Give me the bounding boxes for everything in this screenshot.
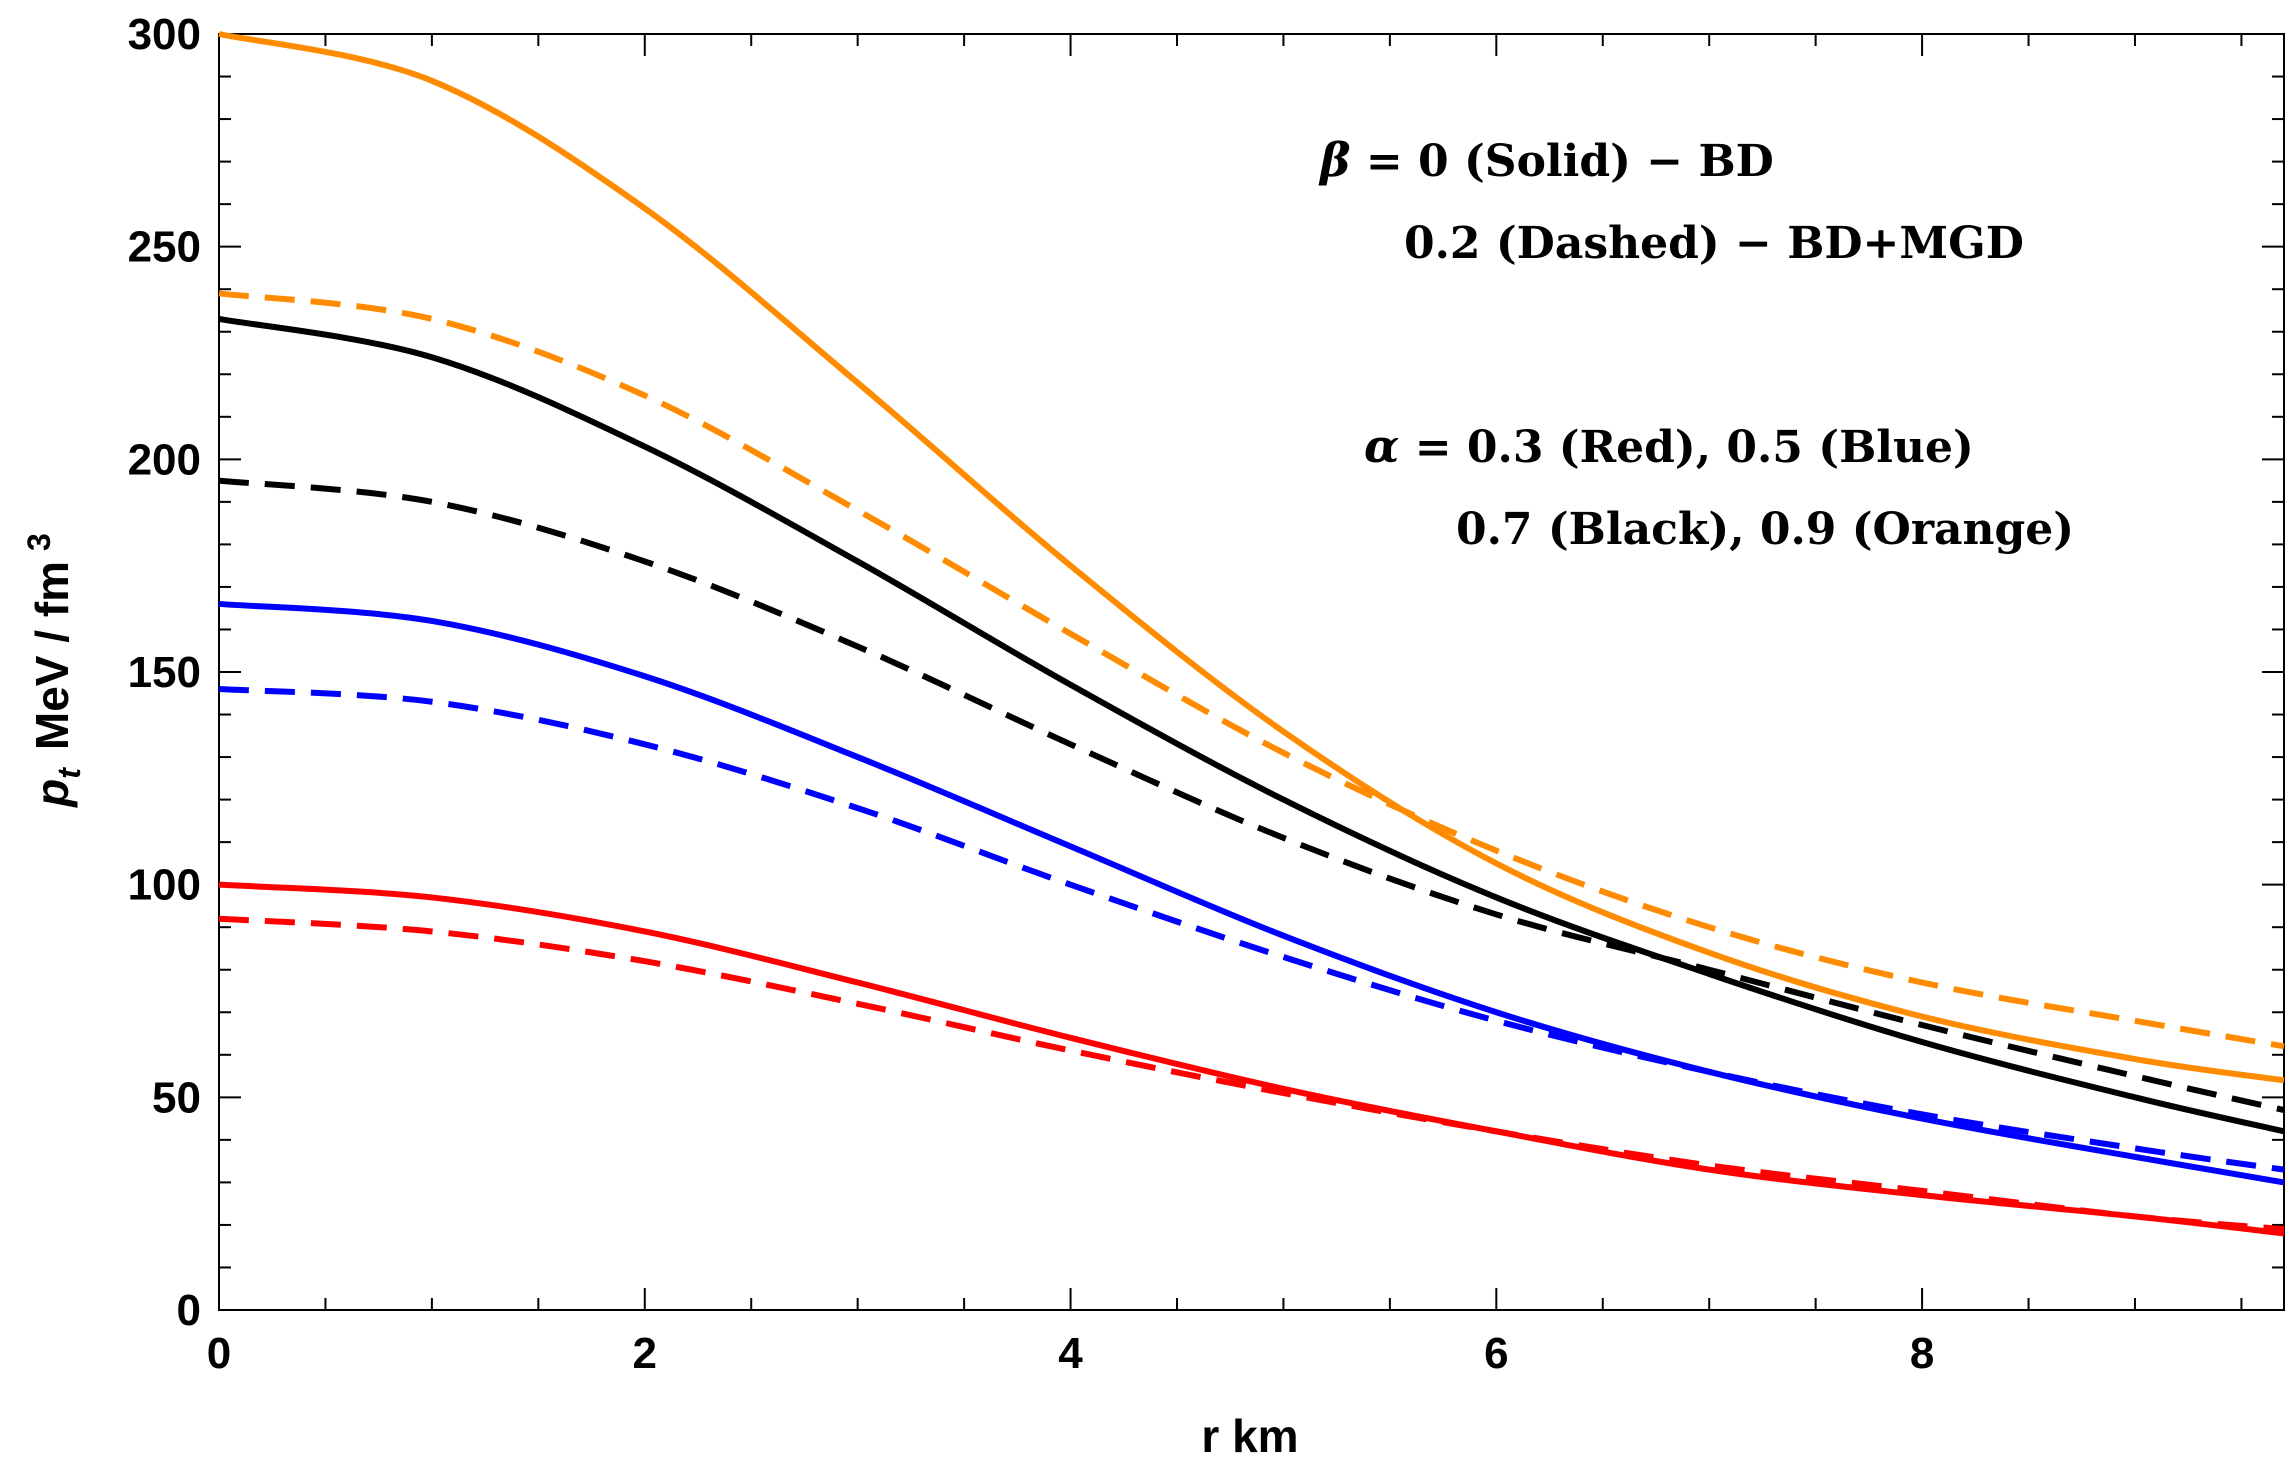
y-tick-label: 200 [128, 435, 201, 484]
x-tick-label: 4 [1058, 1329, 1083, 1378]
x-tick-labels: 0 2 4 6 8 [207, 1329, 1935, 1378]
legend-line-alpha: α = 0.3 (Red), 0.5 (Blue) [1364, 419, 1974, 473]
series-line-7 [218, 881, 2285, 1237]
y-axis-symbol: p [26, 779, 78, 809]
y-axis-unit: MeV / fm [26, 561, 78, 750]
major-ticks [218, 33, 2284, 1311]
y-tick-label: 300 [128, 10, 201, 59]
x-tick-label: 8 [1910, 1329, 1934, 1378]
y-tick-label: 0 [177, 1286, 201, 1335]
x-tick-label: 2 [633, 1329, 657, 1378]
series-line-6 [218, 686, 2285, 1173]
y-tick-label: 50 [152, 1073, 201, 1122]
y-axis-subscript: t [51, 767, 87, 779]
legend-line-alpha-2: 0.7 (Black), 0.9 (Orange) [1456, 504, 2074, 555]
x-axis-title: r km [1201, 1410, 1298, 1462]
series-line-3 [218, 316, 2285, 1135]
y-tick-labels: 0 50 100 150 200 250 300 [128, 10, 201, 1335]
alpha-text: = 0.3 (Red), 0.5 (Blue) [1399, 422, 1973, 473]
legend-line-beta-2: 0.2 (Dashed) − BD+MGD [1404, 218, 2024, 269]
series-group [218, 31, 2285, 1237]
y-tick-label: 150 [128, 648, 201, 697]
beta-symbol: β [1318, 133, 1351, 187]
alpha-symbol: α [1364, 419, 1399, 473]
legend-line-beta: β = 0 (Solid) − BD [1318, 133, 1774, 187]
x-tick-label: 0 [207, 1329, 231, 1378]
series-line-4 [218, 477, 2285, 1114]
series-line-8 [218, 915, 2285, 1233]
series-line-2 [218, 290, 2285, 1050]
beta-text: = 0 (Solid) − BD [1351, 136, 1774, 187]
y-axis-title: pt MeV / fm 3 [21, 533, 87, 809]
series-line-1 [218, 31, 2285, 1084]
svg-text:ptMeV / fm3: pt MeV / fm 3 [21, 533, 87, 809]
x-tick-label: 6 [1484, 1329, 1508, 1378]
y-axis-superscript: 3 [21, 533, 57, 551]
minor-ticks [219, 34, 2284, 1310]
y-tick-label: 250 [128, 223, 201, 272]
y-tick-label: 100 [128, 861, 201, 910]
series-line-5 [218, 600, 2285, 1186]
